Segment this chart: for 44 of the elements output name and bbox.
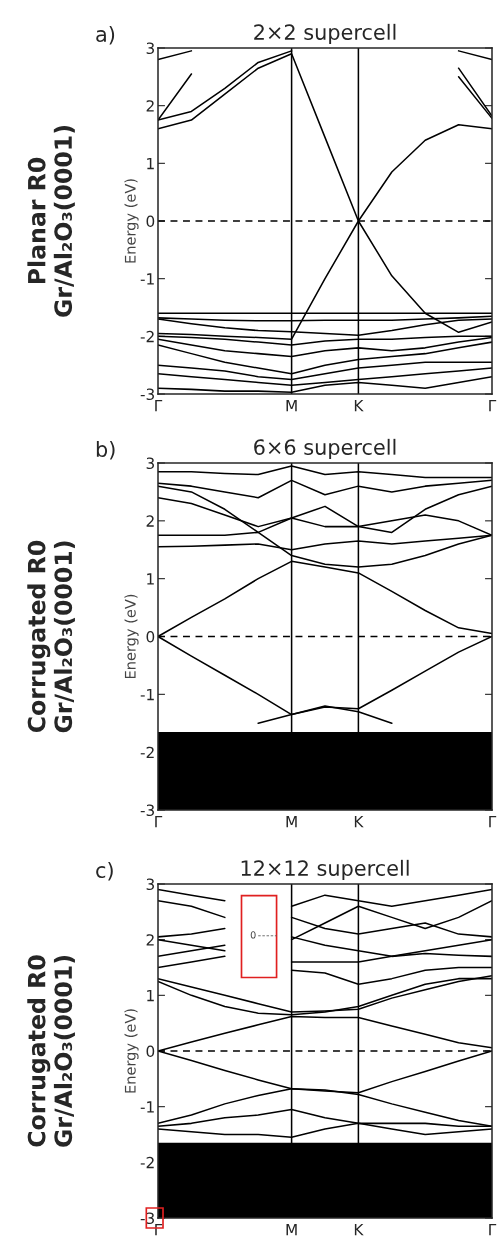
- y-tick-label: -3: [140, 804, 154, 817]
- x-tick-label: M: [286, 816, 297, 828]
- y-tick-label: -2: [140, 1156, 154, 1169]
- annotation: 0: [250, 931, 256, 939]
- y-tick-label: 0: [146, 215, 155, 228]
- y-tick-label: -3: [140, 388, 154, 401]
- text: c): [96, 861, 113, 881]
- y-tick-label: -2: [140, 746, 154, 758]
- x-tick-label: Γ: [155, 816, 163, 828]
- x-tick-label: K: [354, 816, 364, 828]
- text: Planar R0 Gr/Al₂O₃(0001): [27, 126, 75, 317]
- text: a): [96, 25, 115, 45]
- text: b): [96, 440, 115, 460]
- y-tick-label: -1: [140, 273, 154, 285]
- y-tick-label: -2: [140, 330, 154, 343]
- y-tick-label: 3: [146, 457, 154, 470]
- y-tick-label: -1: [140, 689, 154, 701]
- x-tick-label: M: [286, 400, 297, 412]
- y-axis-title: Energy (eV): [124, 594, 139, 679]
- y-tick-label: 1: [147, 158, 154, 170]
- y-axis-title: Energy (eV): [124, 179, 139, 263]
- x-tick-label: Γ: [489, 1224, 497, 1236]
- x-tick-label: K: [354, 1224, 364, 1236]
- y-tick-label: 1: [147, 990, 154, 1002]
- y-tick-label: 0: [146, 630, 155, 643]
- text: Corrugated R0 Gr/Al₂O₃(0001): [27, 955, 75, 1147]
- y-axis-title: Energy (eV): [124, 1009, 139, 1093]
- chart-title: 6×6 supercell: [254, 438, 396, 459]
- y-tick-label: 0: [146, 1045, 155, 1058]
- chart-title: 2×2 supercell: [254, 23, 396, 44]
- x-tick-label: Γ: [489, 400, 497, 412]
- x-tick-label: K: [354, 400, 364, 412]
- y-tick-label: 3: [146, 878, 154, 891]
- y-tick-label: -1: [140, 1101, 154, 1113]
- x-tick-label: Γ: [489, 816, 497, 828]
- chart-title: 12×12 supercell: [241, 859, 409, 880]
- y-tick-label: 2: [146, 100, 154, 112]
- y-tick-label: 1: [147, 573, 154, 585]
- y-tick-label: 2: [146, 515, 154, 527]
- y-tick-label: 2: [146, 934, 154, 946]
- x-tick-label: M: [286, 1224, 297, 1236]
- x-tick-label: Γ: [155, 400, 163, 412]
- text: Corrugated R0 Gr/Al₂O₃(0001): [27, 540, 75, 733]
- y-tick-label: 3: [146, 42, 154, 55]
